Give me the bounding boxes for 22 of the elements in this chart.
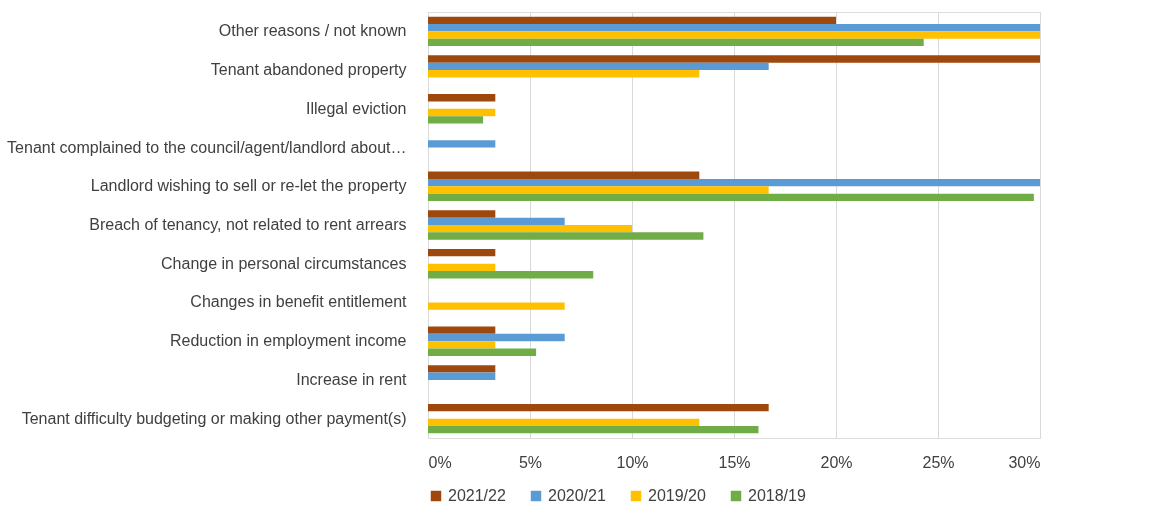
y-tick-label: Other reasons / not known [218, 22, 407, 40]
y-tick-label: Change in personal circumstances [161, 254, 407, 272]
y-tick-label: Changes in benefit entitlement [190, 293, 408, 311]
y-tick-label: Breach of tenancy, not related to rent arrears [89, 216, 407, 233]
x-tick-label: 10% [616, 453, 649, 471]
x-tick-label: 5% [518, 453, 543, 471]
legend-label: 2021/22 [448, 487, 506, 504]
x-tick-label: 30% [1008, 453, 1041, 471]
y-tick-label: Tenant abandoned property [210, 61, 407, 79]
legend-label: 2018/19 [748, 487, 806, 504]
x-tick-label: 25% [922, 453, 955, 471]
y-tick-label: Increase in rent [296, 370, 408, 388]
x-tick-label: 0% [428, 453, 452, 471]
y-tick-label: Reduction in employment income [169, 332, 407, 350]
y-tick-label: Illegal eviction [306, 99, 407, 117]
y-tick-label: Landlord wishing to sell or re-let the property [90, 177, 407, 195]
y-tick-label: Tenant difficulty budgeting or making other payment(s) [21, 409, 407, 427]
legend-label: 2019/20 [648, 487, 706, 504]
legend-label: 2020/21 [548, 487, 606, 504]
x-tick-label: 20% [820, 453, 853, 471]
x-tick-label: 15% [718, 453, 751, 471]
y-tick-label: Tenant complained to the council/agent/landlord about… [7, 138, 407, 156]
